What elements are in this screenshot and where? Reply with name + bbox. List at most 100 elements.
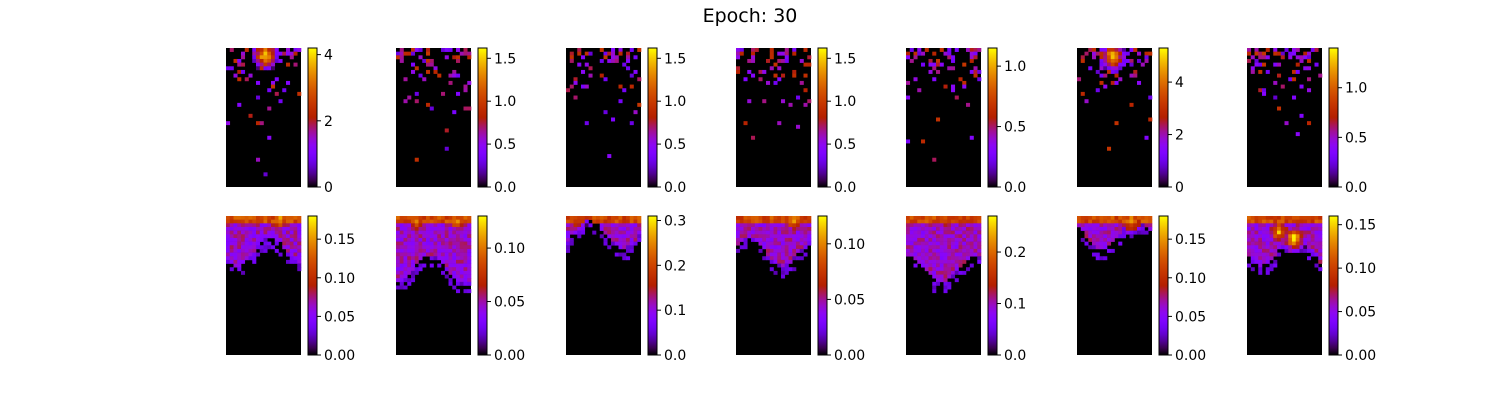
heatmap-cell: [1129, 230, 1134, 235]
heatmap-cell: [414, 256, 419, 261]
heatmap-cell: [1307, 226, 1312, 231]
heatmap-cell: [1307, 66, 1312, 71]
heatmap-cell: [758, 223, 763, 228]
heatmap-cell: [1137, 219, 1142, 224]
heatmap-cell: [739, 219, 744, 224]
heatmap-cell: [637, 216, 642, 220]
heatmap-cell: [943, 274, 948, 279]
heatmap-cell: [777, 230, 782, 235]
heatmap-cell: [906, 80, 911, 85]
heatmap-cell: [924, 252, 929, 257]
heatmap-cell: [244, 256, 249, 261]
heatmap-cell: [263, 226, 268, 231]
heatmap-cell: [286, 80, 291, 85]
heatmap-cell: [441, 241, 446, 246]
heatmap-cell: [739, 230, 744, 235]
heatmap-cell: [796, 124, 801, 129]
heatmap-cell: [274, 219, 279, 224]
heatmap-cell: [274, 223, 279, 228]
heatmap-cell: [803, 102, 808, 107]
heatmap-cell: [973, 73, 978, 78]
heatmap-cell: [939, 248, 944, 253]
heatmap-cell: [399, 259, 404, 264]
heatmap-cell: [399, 219, 404, 224]
heatmap-cell: [1247, 245, 1252, 250]
heatmap-cell: [1295, 219, 1300, 224]
heatmap-cell: [1107, 216, 1112, 220]
heatmap-cell: [799, 245, 804, 250]
heatmap-cell: [947, 270, 952, 275]
heatmap-cell: [629, 84, 634, 89]
heatmap-cell: [1303, 55, 1308, 60]
heatmap-cell: [951, 226, 956, 231]
heatmap-cell: [429, 241, 434, 246]
heatmap-cell: [248, 245, 253, 250]
heatmap-cell: [924, 248, 929, 253]
heatmap-cell: [1140, 226, 1145, 231]
heatmap-cell: [936, 223, 941, 228]
heatmap-cell: [444, 128, 449, 133]
heatmap-cell: [777, 58, 782, 63]
heatmap-cell: [1129, 219, 1134, 224]
heatmap-cell: [947, 230, 952, 235]
heatmap-cell: [1299, 219, 1304, 224]
heatmap-cell: [399, 256, 404, 261]
heatmap-cell: [1250, 267, 1255, 272]
heatmap-cell: [241, 62, 246, 67]
heatmap-cell: [467, 270, 472, 275]
heatmap-cell: [1099, 219, 1104, 224]
heatmap-cell: [1299, 248, 1304, 253]
heatmap-cell: [917, 216, 922, 220]
heatmap-cell: [921, 219, 926, 224]
heatmap-cell: [1095, 226, 1100, 231]
heatmap-cell: [977, 230, 982, 235]
heatmap-cell: [1254, 234, 1259, 239]
heatmap-cell: [928, 230, 933, 235]
heatmap-cell: [1095, 256, 1100, 261]
heatmap-cell: [1288, 241, 1293, 246]
heatmap-cell: [951, 223, 956, 228]
heatmap-cell: [958, 234, 963, 239]
heatmap-cell: [448, 248, 453, 253]
heatmap-cell: [444, 230, 449, 235]
heatmap-cell: [611, 51, 616, 56]
heatmap-cell: [799, 80, 804, 85]
heatmap-cell: [784, 263, 789, 268]
heatmap-cell: [411, 62, 416, 67]
heatmap-cell: [599, 223, 604, 228]
heatmap-cell: [629, 234, 634, 239]
heatmap-cell: [297, 263, 302, 268]
heatmap-cell: [1107, 146, 1112, 151]
heatmap-cell: [1140, 216, 1145, 220]
heatmap-cell: [1318, 256, 1323, 261]
heatmap-cell: [803, 216, 808, 220]
heatmap-cell: [441, 91, 446, 96]
heatmap-cell: [403, 285, 408, 290]
heatmap-cell: [463, 274, 468, 279]
heatmap-cell: [1314, 216, 1319, 220]
heatmap-cell: [924, 267, 929, 272]
heatmap-cell: [1284, 48, 1289, 52]
heatmap-cell: [951, 66, 956, 71]
heatmap-cell: [928, 58, 933, 63]
heatmap-cell: [588, 73, 593, 78]
heatmap-cell: [947, 285, 952, 290]
heatmap-cell: [248, 241, 253, 246]
heatmap-cell: [633, 241, 638, 246]
heatmap-cell: [599, 48, 604, 52]
heatmap-cell: [452, 285, 457, 290]
heatmap-cell: [932, 274, 937, 279]
heatmap-cell: [951, 274, 956, 279]
heatmap-cell: [936, 274, 941, 279]
heatmap-cell: [781, 58, 786, 63]
heatmap-cell: [411, 245, 416, 250]
heatmap-cell: [241, 252, 246, 257]
heatmap-cell: [418, 252, 423, 257]
heatmap-cell: [799, 226, 804, 231]
heatmap-cell: [909, 241, 914, 246]
heatmap-cell: [913, 216, 918, 220]
heatmap-cell: [411, 252, 416, 257]
colorbar-tick-label: 0.2: [664, 258, 686, 274]
heatmap-cell: [293, 245, 298, 250]
heatmap-cell: [799, 234, 804, 239]
